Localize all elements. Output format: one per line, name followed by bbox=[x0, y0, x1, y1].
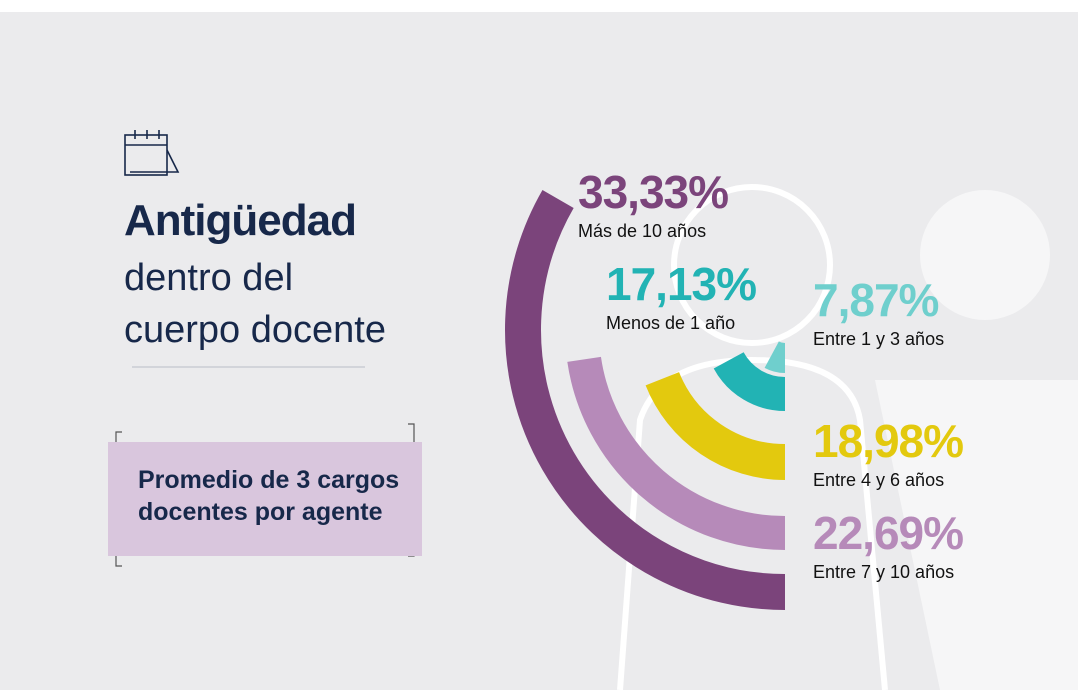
value-label: 22,69% bbox=[813, 507, 963, 559]
decor-head bbox=[920, 190, 1050, 320]
note-box: Promedio de 3 cargos docentes por agente bbox=[108, 442, 422, 556]
category-label: Más de 10 años bbox=[578, 221, 706, 241]
category-label: Entre 1 y 3 años bbox=[813, 329, 944, 349]
note: Promedio de 3 cargos docentes por agente bbox=[138, 464, 408, 528]
infographic: 33,33% Más de 10 años 22,69% Entre 7 y 10 a… bbox=[0, 0, 1078, 690]
title: Antigüedad bbox=[124, 196, 356, 246]
category-label: Entre 4 y 6 años bbox=[813, 470, 944, 490]
subtitle: dentro del cuerpo docente bbox=[124, 252, 414, 356]
radial-bar bbox=[772, 355, 785, 358]
value-label: 33,33% bbox=[578, 166, 728, 218]
value-label: 18,98% bbox=[813, 415, 963, 467]
value-label: 17,13% bbox=[606, 258, 756, 310]
category-label: Menos de 1 año bbox=[606, 313, 735, 333]
category-label: Entre 7 y 10 años bbox=[813, 562, 954, 582]
value-label: 7,87% bbox=[813, 274, 939, 326]
